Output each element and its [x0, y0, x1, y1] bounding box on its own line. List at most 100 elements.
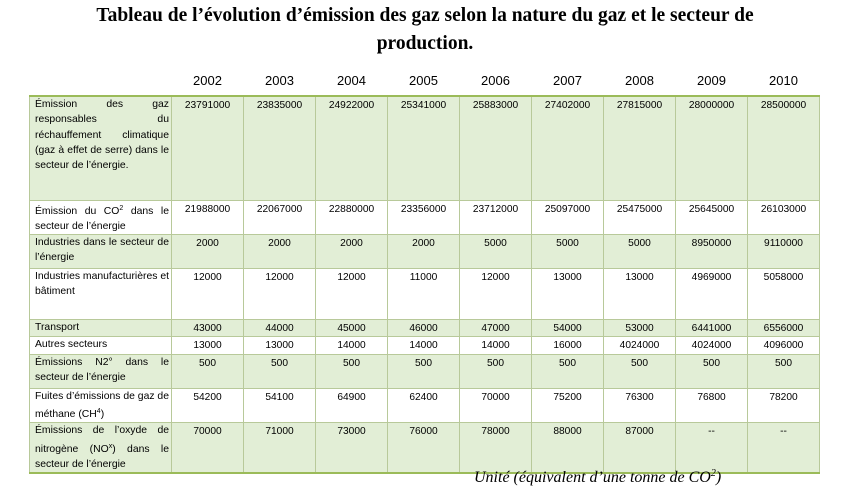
row-label: Émissions de l’oxyde de nitrogène (NOx) …: [29, 422, 172, 474]
table-row: Fuites d’émissions de gaz de méthane (CH…: [29, 388, 820, 423]
table-cell: 12000: [243, 268, 316, 320]
table-cell: 14000: [387, 336, 460, 355]
row-label-sup: x: [108, 442, 113, 450]
table-cell: 500: [171, 354, 244, 389]
emissions-table: 2002 2003 2004 2005 2006 2007 2008 2009 …: [29, 66, 820, 474]
table-cell: 13000: [243, 336, 316, 355]
table-cell: 2000: [171, 234, 244, 269]
row-label-text: Émissions de l’oxyde de nitrogène (NO: [35, 425, 169, 455]
table-cell: 53000: [603, 319, 676, 337]
row-label: Autres secteurs: [29, 336, 172, 355]
table-cell: 4024000: [603, 336, 676, 355]
table-cell: 46000: [387, 319, 460, 337]
table-cell: 500: [243, 354, 316, 389]
row-label-sup: 2: [119, 204, 124, 212]
table-cell: 70000: [171, 422, 244, 474]
table-cell: 12000: [171, 268, 244, 320]
table-cell: 87000: [603, 422, 676, 474]
table-row: Émission des gaz responsables du réchauf…: [29, 96, 820, 200]
table-cell: 27402000: [531, 96, 604, 200]
table-cell: 28500000: [747, 96, 820, 200]
table-cell: 500: [315, 354, 388, 389]
row-label-text: ) dans le secteur de l’énergie: [35, 443, 170, 470]
row-label-text: Émission du CO: [35, 205, 120, 217]
table-cell: 23835000: [243, 96, 316, 200]
year-header: 2007: [531, 66, 604, 96]
table-cell: 76800: [675, 388, 748, 423]
table-cell: 13000: [531, 268, 604, 320]
table-cell: 16000: [531, 336, 604, 355]
table-header-row: 2002 2003 2004 2005 2006 2007 2008 2009 …: [29, 66, 820, 96]
table-cell: --: [747, 422, 820, 474]
row-label-text: Fuites d’émissions de gaz de méthane (CH: [35, 390, 169, 420]
row-label: Émissions N2° dans le secteur de l’énerg…: [29, 354, 172, 389]
table-cell: 78200: [747, 388, 820, 423]
table-cell: 45000: [315, 319, 388, 337]
table-cell: 14000: [459, 336, 532, 355]
table-cell: 13000: [603, 268, 676, 320]
header-empty-cell: [29, 66, 172, 96]
table-cell: 23791000: [171, 96, 244, 200]
table-cell: 43000: [171, 319, 244, 337]
table-cell: 27815000: [603, 96, 676, 200]
table-cell: 22067000: [243, 200, 316, 235]
title-line-2: production.: [376, 33, 474, 54]
table-cell: 25883000: [459, 96, 532, 200]
table-cell: 25645000: [675, 200, 748, 235]
table-row: Autres secteurs 13000 13000 14000 14000 …: [29, 336, 820, 355]
row-label-text: dans le secteur de l’énergie: [35, 205, 169, 232]
table-row: Industries manufacturières et bâtiment 1…: [29, 268, 820, 320]
table-cell: 47000: [459, 319, 532, 337]
table-cell: 75200: [531, 388, 604, 423]
table-cell: 64900: [315, 388, 388, 423]
table-cell: --: [675, 422, 748, 474]
table-cell: 4096000: [747, 336, 820, 355]
title-line-1: Tableau de l’évolution d’émission des ga…: [96, 5, 754, 26]
table-cell: 5000: [531, 234, 604, 269]
row-label: Industries manufacturières et bâtiment: [29, 268, 172, 320]
table-cell: 5000: [459, 234, 532, 269]
table-cell: 70000: [459, 388, 532, 423]
row-label: Fuites d’émissions de gaz de méthane (CH…: [29, 388, 172, 423]
table-cell: 500: [387, 354, 460, 389]
table-cell: 500: [675, 354, 748, 389]
row-label: Émission du CO2 dans le secteur de l’éne…: [29, 200, 172, 235]
table-cell: 2000: [243, 234, 316, 269]
year-header: 2002: [171, 66, 244, 96]
table-cell: 22880000: [315, 200, 388, 235]
year-header: 2008: [603, 66, 676, 96]
year-header: 2005: [387, 66, 460, 96]
table-row: Émission du CO2 dans le secteur de l’éne…: [29, 200, 820, 235]
row-label-text: ): [100, 408, 105, 420]
table-cell: 71000: [243, 422, 316, 474]
table-row: Émissions de l’oxyde de nitrogène (NOx) …: [29, 422, 820, 474]
table-row: Industries dans le secteur de l’énergie …: [29, 234, 820, 269]
table-cell: 76000: [387, 422, 460, 474]
table-cell: 54100: [243, 388, 316, 423]
table-row: Transport 43000 44000 45000 46000 47000 …: [29, 319, 820, 337]
table-cell: 2000: [387, 234, 460, 269]
table-cell: 73000: [315, 422, 388, 474]
table-cell: 54200: [171, 388, 244, 423]
table-cell: 4024000: [675, 336, 748, 355]
table-cell: 23712000: [459, 200, 532, 235]
table-cell: 6441000: [675, 319, 748, 337]
table-cell: 500: [459, 354, 532, 389]
table-cell: 4969000: [675, 268, 748, 320]
year-header: 2010: [747, 66, 820, 96]
unit-note: Unité (équivalent d’une tonne de CO2): [474, 468, 721, 487]
table-cell: 88000: [531, 422, 604, 474]
table-cell: 12000: [459, 268, 532, 320]
table-cell: 14000: [315, 336, 388, 355]
year-header: 2004: [315, 66, 388, 96]
table-cell: 12000: [315, 268, 388, 320]
table-cell: 500: [531, 354, 604, 389]
table-cell: 23356000: [387, 200, 460, 235]
table-cell: 8950000: [675, 234, 748, 269]
table-cell: 44000: [243, 319, 316, 337]
table-cell: 28000000: [675, 96, 748, 200]
table-cell: 2000: [315, 234, 388, 269]
year-header: 2009: [675, 66, 748, 96]
table-cell: 62400: [387, 388, 460, 423]
table-cell: 9110000: [747, 234, 820, 269]
